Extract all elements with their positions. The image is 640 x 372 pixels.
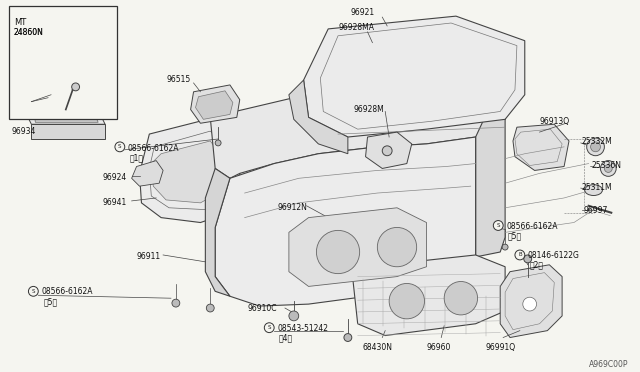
Circle shape <box>378 227 417 267</box>
Text: 96515: 96515 <box>166 75 190 84</box>
Text: B: B <box>518 253 522 257</box>
Circle shape <box>523 297 536 311</box>
Circle shape <box>72 83 79 91</box>
Text: 96910C: 96910C <box>248 304 277 313</box>
Text: S: S <box>497 223 500 228</box>
Text: A969C00P: A969C00P <box>589 360 628 369</box>
Text: 96941: 96941 <box>102 198 127 207</box>
Polygon shape <box>513 124 569 170</box>
Text: （2）: （2） <box>530 261 544 270</box>
Text: 96991Q: 96991Q <box>486 343 516 352</box>
Polygon shape <box>211 85 505 178</box>
Circle shape <box>28 286 38 296</box>
Text: 96960: 96960 <box>426 343 451 352</box>
Text: 96913Q: 96913Q <box>540 117 570 126</box>
Circle shape <box>382 146 392 156</box>
Circle shape <box>206 304 214 312</box>
Circle shape <box>591 142 600 152</box>
Text: 96928M: 96928M <box>354 105 385 113</box>
Text: （5）: （5） <box>43 297 58 306</box>
Polygon shape <box>132 161 163 186</box>
Text: 96924: 96924 <box>102 173 127 182</box>
Polygon shape <box>191 85 240 123</box>
Polygon shape <box>205 169 230 296</box>
Circle shape <box>444 282 477 315</box>
Circle shape <box>172 299 180 307</box>
Circle shape <box>289 311 299 321</box>
Circle shape <box>215 140 221 146</box>
Text: 96912N: 96912N <box>277 203 307 212</box>
Polygon shape <box>33 106 98 122</box>
Polygon shape <box>289 208 426 286</box>
Text: （5）: （5） <box>508 231 522 240</box>
Text: 96934: 96934 <box>12 127 36 136</box>
Text: S: S <box>118 144 122 149</box>
Text: 24860N: 24860N <box>13 28 44 37</box>
Polygon shape <box>140 117 240 222</box>
Text: 68430N: 68430N <box>363 343 392 352</box>
Text: S: S <box>268 325 271 330</box>
Text: 96921: 96921 <box>351 8 375 17</box>
Circle shape <box>344 334 352 341</box>
Circle shape <box>115 142 125 152</box>
Circle shape <box>524 255 532 263</box>
Text: （4）: （4） <box>279 334 293 343</box>
Text: 96928MA: 96928MA <box>338 23 374 32</box>
Text: 24860N: 24860N <box>13 28 44 37</box>
Circle shape <box>600 161 616 176</box>
Text: 08146-6122G: 08146-6122G <box>528 251 580 260</box>
Text: MT: MT <box>13 18 26 27</box>
Polygon shape <box>151 141 222 203</box>
Polygon shape <box>289 80 348 154</box>
Text: 08566-6162A: 08566-6162A <box>128 144 179 153</box>
Polygon shape <box>22 105 105 124</box>
Circle shape <box>604 164 612 172</box>
Polygon shape <box>215 137 476 306</box>
Text: 96997: 96997 <box>584 206 608 215</box>
Bar <box>9 6 117 119</box>
Circle shape <box>264 323 274 333</box>
Text: 96911: 96911 <box>136 252 161 261</box>
Circle shape <box>493 221 503 230</box>
Polygon shape <box>365 132 412 169</box>
Circle shape <box>502 244 508 250</box>
Circle shape <box>316 230 360 274</box>
Text: 25332M: 25332M <box>582 137 612 146</box>
Polygon shape <box>31 124 105 139</box>
Polygon shape <box>353 255 505 336</box>
Circle shape <box>515 250 525 260</box>
Text: S: S <box>31 289 35 294</box>
Text: 25336N: 25336N <box>591 161 621 170</box>
Polygon shape <box>500 265 562 337</box>
Polygon shape <box>303 16 525 137</box>
Text: 08566-6162A: 08566-6162A <box>506 222 557 231</box>
Ellipse shape <box>585 185 602 196</box>
Polygon shape <box>196 91 233 119</box>
Text: 25311M: 25311M <box>582 183 612 192</box>
Circle shape <box>389 283 424 319</box>
Text: 08543-51242: 08543-51242 <box>277 324 328 333</box>
Polygon shape <box>476 95 505 257</box>
Circle shape <box>587 138 604 156</box>
Text: （1）: （1） <box>130 154 143 163</box>
Text: 08566-6162A: 08566-6162A <box>41 288 93 296</box>
